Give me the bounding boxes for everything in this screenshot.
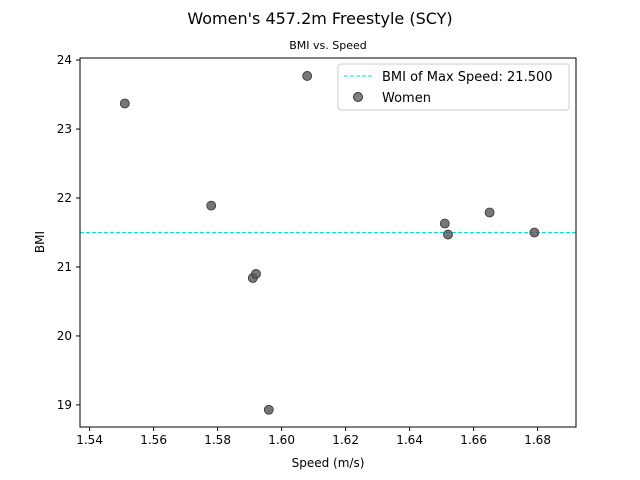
legend-box: [337, 63, 570, 111]
chart-title: Women's 457.2m Freestyle (SCY): [187, 9, 452, 28]
data-point: [443, 229, 453, 240]
legend-reference-line-label: BMI of Max Speed: 21.500: [382, 70, 553, 85]
y-tick-label: 20: [57, 329, 72, 343]
y-tick-label: 22: [57, 191, 72, 205]
legend-women-marker: [353, 92, 363, 102]
data-point: [206, 200, 217, 211]
chart-subtitle: BMI vs. Speed: [289, 39, 367, 52]
y-tick-label: 24: [57, 53, 72, 67]
y-tick-label: 19: [57, 398, 72, 412]
x-tick-label: 1.60: [268, 433, 295, 447]
legend-women-label: Women: [382, 91, 431, 106]
data-point: [302, 71, 313, 81]
x-tick-label: 1.64: [396, 433, 423, 447]
x-axis-label: Speed (m/s): [292, 456, 365, 470]
y-tick-label: 21: [57, 260, 72, 274]
x-tick-label: 1.66: [460, 433, 487, 447]
data-point: [119, 98, 130, 109]
plot-area: 1.54 1.56 1.58 1.60 1.62 1.64 1.66 1.68 19 20 21 22…: [57, 53, 577, 447]
data-point: [251, 268, 261, 279]
y-tick-label: 23: [57, 122, 72, 136]
data-point: [484, 207, 495, 218]
x-tick-label: 1.62: [332, 433, 359, 447]
legend: BMI of Max Speed: 21.500 Women: [337, 63, 570, 111]
data-point: [529, 227, 540, 238]
plot-frame: [79, 57, 577, 428]
x-tick-label: 1.54: [76, 433, 103, 447]
data-point: [439, 218, 450, 229]
y-axis-label: BMI: [33, 231, 47, 253]
data-point: [263, 404, 274, 415]
x-tick-label: 1.56: [140, 433, 167, 447]
x-tick-label: 1.68: [524, 433, 551, 447]
x-tick-label: 1.58: [204, 433, 231, 447]
